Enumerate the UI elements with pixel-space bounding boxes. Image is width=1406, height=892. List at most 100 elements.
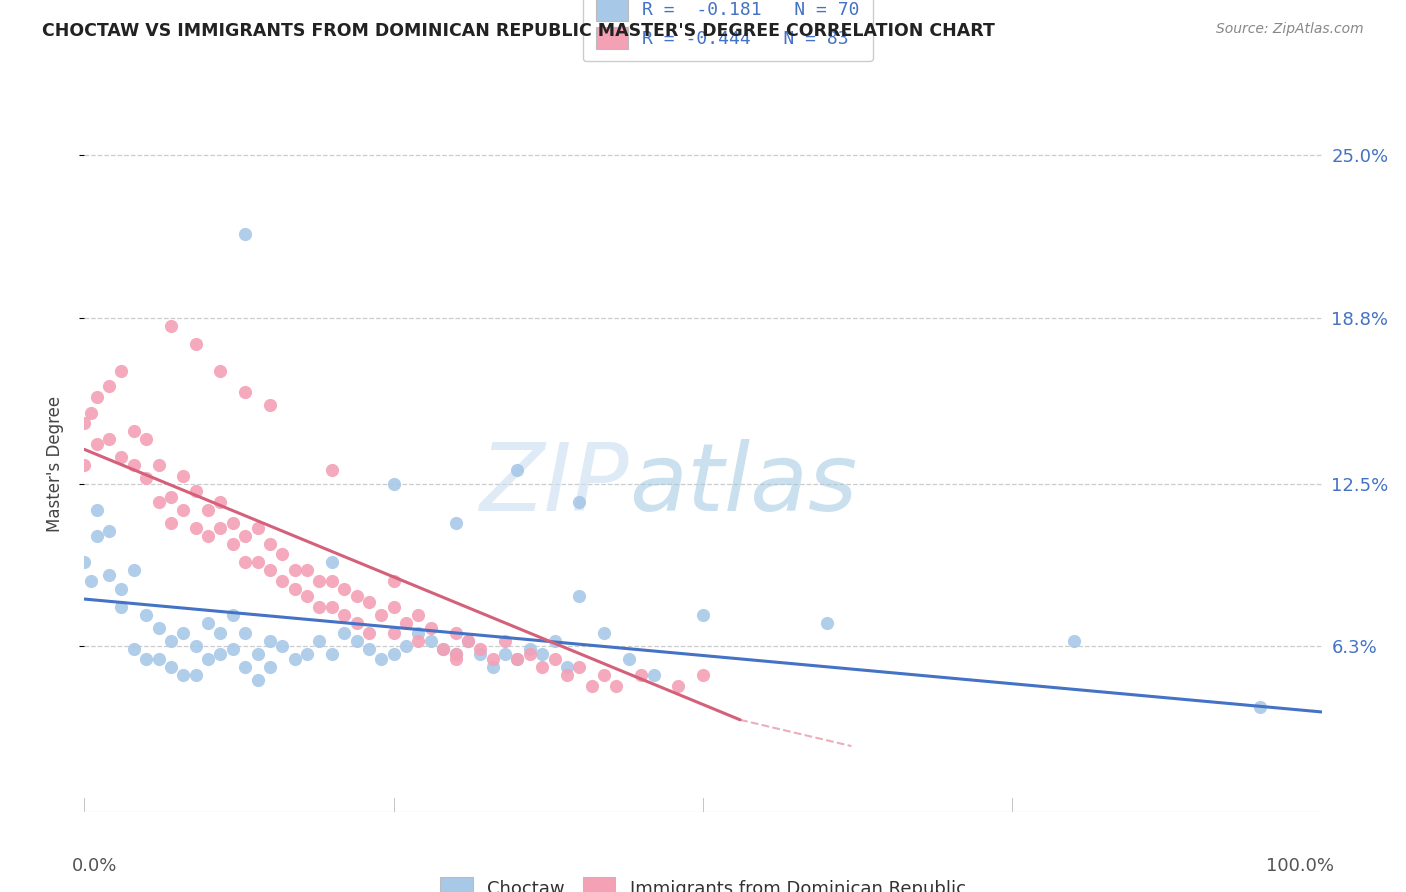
Point xyxy=(444,647,467,661)
Point xyxy=(444,516,467,530)
Point xyxy=(494,634,516,648)
Point xyxy=(457,634,479,648)
Point xyxy=(444,647,467,661)
Point xyxy=(86,503,108,517)
Point xyxy=(86,437,108,451)
Point xyxy=(543,634,565,648)
Point xyxy=(531,647,554,661)
Point xyxy=(666,679,689,693)
Point xyxy=(233,626,256,640)
Text: atlas: atlas xyxy=(628,439,858,530)
Point xyxy=(135,607,157,622)
Point xyxy=(284,563,307,577)
Point xyxy=(568,660,591,674)
Point xyxy=(470,647,492,661)
Point xyxy=(259,563,281,577)
Point xyxy=(271,548,294,562)
Point xyxy=(444,652,467,666)
Point xyxy=(209,647,232,661)
Point xyxy=(408,607,430,622)
Text: 0.0%: 0.0% xyxy=(72,857,117,875)
Point xyxy=(233,555,256,569)
Point xyxy=(308,599,330,614)
Point xyxy=(172,668,194,682)
Point xyxy=(382,626,405,640)
Point xyxy=(209,495,232,509)
Point xyxy=(233,227,256,241)
Point xyxy=(197,503,219,517)
Point xyxy=(432,642,454,657)
Point xyxy=(271,640,294,654)
Point xyxy=(382,476,405,491)
Point xyxy=(321,599,343,614)
Point xyxy=(160,490,183,504)
Point xyxy=(457,634,479,648)
Point xyxy=(135,652,157,666)
Point xyxy=(568,590,591,604)
Point xyxy=(160,634,183,648)
Legend: Choctaw, Immigrants from Dominican Republic: Choctaw, Immigrants from Dominican Repub… xyxy=(433,870,973,892)
Point xyxy=(531,660,554,674)
Point xyxy=(222,537,245,551)
Text: ZIP: ZIP xyxy=(479,439,628,530)
Point xyxy=(172,626,194,640)
Point xyxy=(346,615,368,630)
Point xyxy=(73,416,96,430)
Point xyxy=(370,652,392,666)
Point xyxy=(506,652,529,666)
Point xyxy=(419,621,441,635)
Point xyxy=(259,537,281,551)
Point xyxy=(481,652,503,666)
Point xyxy=(519,642,541,657)
Point xyxy=(73,555,96,569)
Point xyxy=(98,524,121,538)
Point xyxy=(408,626,430,640)
Point xyxy=(382,599,405,614)
Point xyxy=(135,432,157,446)
Point xyxy=(172,503,194,517)
Point xyxy=(295,647,318,661)
Point xyxy=(271,574,294,588)
Point xyxy=(160,660,183,674)
Point xyxy=(692,668,714,682)
Point xyxy=(184,484,207,499)
Point xyxy=(110,450,132,465)
Point xyxy=(246,555,269,569)
Text: Source: ZipAtlas.com: Source: ZipAtlas.com xyxy=(1216,22,1364,37)
Point xyxy=(79,574,101,588)
Point xyxy=(382,647,405,661)
Point xyxy=(481,660,503,674)
Point xyxy=(370,607,392,622)
Point xyxy=(284,582,307,596)
Point xyxy=(357,595,380,609)
Point xyxy=(617,652,640,666)
Point xyxy=(148,458,170,472)
Point xyxy=(408,634,430,648)
Point xyxy=(333,582,356,596)
Point xyxy=(519,647,541,661)
Point xyxy=(333,607,356,622)
Point xyxy=(122,642,145,657)
Point xyxy=(98,432,121,446)
Point xyxy=(357,626,380,640)
Point xyxy=(259,634,281,648)
Point xyxy=(333,626,356,640)
Point xyxy=(382,574,405,588)
Point xyxy=(79,406,101,420)
Point xyxy=(110,364,132,378)
Point xyxy=(593,626,616,640)
Point xyxy=(197,615,219,630)
Point xyxy=(605,679,627,693)
Point xyxy=(357,642,380,657)
Point xyxy=(148,652,170,666)
Point xyxy=(86,390,108,404)
Point xyxy=(184,668,207,682)
Point xyxy=(308,574,330,588)
Point xyxy=(1063,634,1085,648)
Point xyxy=(98,568,121,582)
Text: CHOCTAW VS IMMIGRANTS FROM DOMINICAN REPUBLIC MASTER'S DEGREE CORRELATION CHART: CHOCTAW VS IMMIGRANTS FROM DOMINICAN REP… xyxy=(42,22,995,40)
Point xyxy=(643,668,665,682)
Point xyxy=(110,582,132,596)
Point xyxy=(494,647,516,661)
Point xyxy=(184,337,207,351)
